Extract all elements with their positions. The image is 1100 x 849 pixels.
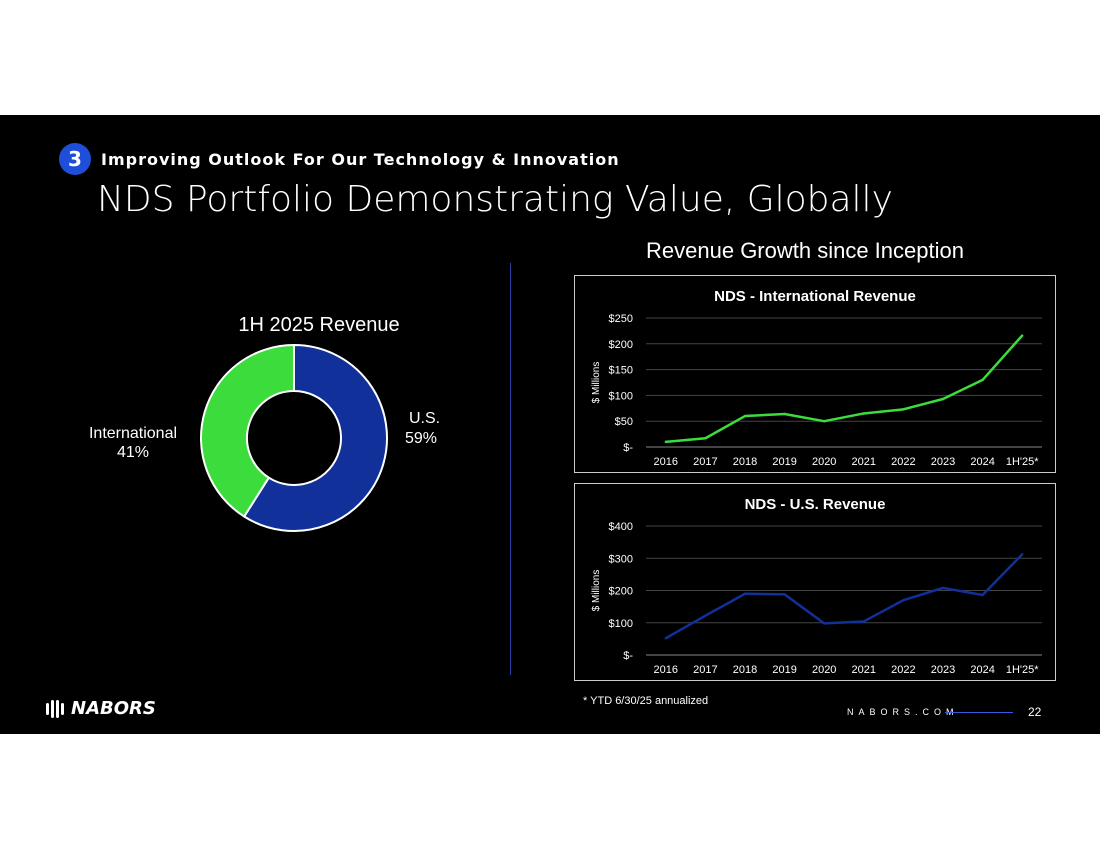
x-tick-label: 2022 — [891, 664, 915, 676]
data-point — [981, 378, 984, 382]
series-line-0 — [665, 553, 1024, 640]
footnote: * YTD 6/30/25 annualized — [583, 695, 709, 707]
international-revenue-line-chart: NDS - International Revenue $- $50 $100 $150… — [591, 288, 1042, 468]
donut-value-international: 41% — [117, 444, 149, 461]
donut-slice-0 — [242, 343, 388, 532]
y-axis-label: $ Millions — [591, 362, 602, 404]
x-tick-label: 2022 — [891, 456, 915, 468]
y-tick-label: $200 — [609, 339, 633, 351]
x-tick-label: 2020 — [812, 456, 836, 468]
x-tick-label: 2020 — [812, 664, 836, 676]
x-tick-label: 1H'25* — [1006, 456, 1039, 468]
data-point — [902, 408, 905, 411]
data-point — [862, 412, 865, 415]
x-tick-label: 2018 — [733, 456, 757, 468]
x-tick-label: 2019 — [772, 456, 796, 468]
x-tick-label: 2018 — [733, 664, 757, 676]
chart-title: NDS - U.S. Revenue — [745, 496, 886, 513]
x-tick-label: 2024 — [970, 456, 994, 468]
section-number-badge: 3 — [59, 143, 91, 175]
x-tick-label: 1H'25* — [1006, 664, 1039, 676]
section-subtitle: Improving Outlook For Our Technology & I… — [101, 150, 620, 169]
y-tick-label: $250 — [609, 313, 633, 325]
nabors-logo-icon — [46, 699, 64, 718]
revenue-growth-heading: Revenue Growth since Inception — [646, 238, 964, 263]
x-tick-label: 2017 — [693, 664, 717, 676]
x-tick-label: 2023 — [931, 456, 955, 468]
y-tick-label: $200 — [609, 586, 633, 598]
y-tick-label: $150 — [609, 365, 633, 377]
data-point — [664, 440, 667, 444]
x-tick-label: 2021 — [852, 456, 876, 468]
y-tick-label: $100 — [609, 618, 633, 630]
data-point — [941, 586, 945, 590]
data-point — [664, 637, 667, 640]
data-point — [941, 397, 945, 401]
x-tick-label: 2024 — [970, 664, 994, 676]
donut-label-international: International — [89, 425, 177, 442]
donut-slice-1 — [200, 343, 295, 518]
series-line-0 — [665, 334, 1024, 444]
x-tick-label: 2023 — [931, 664, 955, 676]
website-link[interactable]: NABORS.COM — [847, 707, 959, 717]
y-tick-label: $- — [623, 442, 633, 454]
data-point — [743, 414, 747, 418]
x-tick-label: 2019 — [772, 664, 796, 676]
data-point — [1021, 334, 1024, 337]
footer-accent-line — [945, 712, 1013, 713]
data-point — [704, 437, 707, 440]
us-revenue-chart-frame: NDS - U.S. Revenue $- $100 $200 $300 $400 2016… — [574, 483, 1056, 681]
y-tick-label: $- — [623, 650, 633, 662]
international-revenue-chart-frame: NDS - International Revenue $- $50 $100 $150… — [574, 275, 1056, 473]
donut-value-us: 59% — [405, 430, 437, 447]
revenue-donut-chart: 1H 2025 Revenue U.S. 59% International 41% — [89, 314, 440, 532]
x-tick-label: 2016 — [654, 664, 678, 676]
page-number: 22 — [1028, 705, 1042, 719]
slide: 3 Improving Outlook For Our Technology &… — [0, 115, 1100, 734]
data-point — [783, 412, 786, 416]
data-point — [1021, 553, 1024, 556]
nabors-logo: NABORS — [46, 698, 156, 719]
data-point — [743, 592, 747, 595]
y-axis-label: $ Millions — [591, 570, 602, 612]
y-tick-label: $100 — [609, 390, 633, 402]
vertical-divider — [510, 263, 511, 675]
x-tick-label: 2016 — [654, 456, 678, 468]
y-tick-label: $50 — [615, 416, 633, 428]
data-point — [823, 420, 826, 423]
y-tick-label: $300 — [609, 553, 633, 565]
nabors-logo-text: NABORS — [71, 698, 156, 719]
us-revenue-line-chart: NDS - U.S. Revenue $- $100 $200 $300 $400 2016… — [591, 496, 1042, 676]
chart-title: NDS - International Revenue — [714, 288, 916, 305]
data-point — [704, 614, 707, 617]
donut-label-us: U.S. — [409, 410, 440, 427]
data-point — [981, 593, 984, 597]
x-tick-label: 2017 — [693, 456, 717, 468]
y-tick-label: $400 — [609, 521, 633, 533]
data-point — [783, 593, 786, 596]
data-point — [862, 620, 865, 623]
data-point — [823, 622, 826, 625]
x-tick-label: 2021 — [852, 664, 876, 676]
page-title: NDS Portfolio Demonstrating Value, Globa… — [97, 179, 893, 220]
data-point — [902, 598, 905, 602]
donut-title: 1H 2025 Revenue — [238, 314, 399, 336]
